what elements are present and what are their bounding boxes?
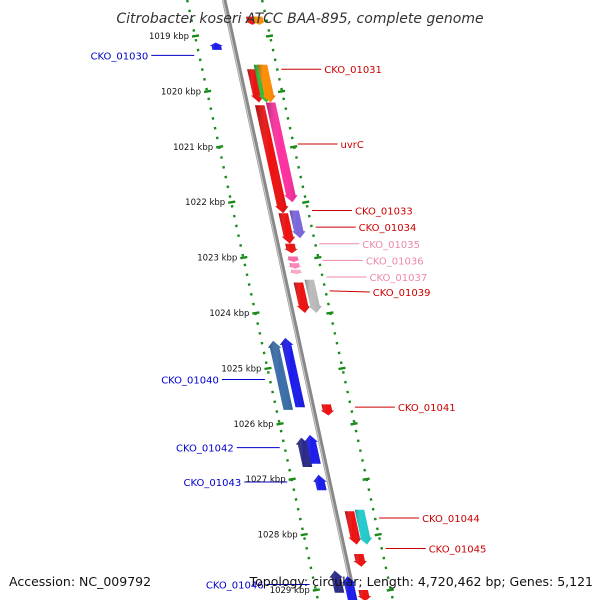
- ruler-tick-left: [215, 145, 224, 149]
- ruler-tick-right: [350, 422, 358, 426]
- gene-arrow-shading: [354, 509, 373, 545]
- gene-label[interactable]: CKO_01034: [359, 223, 417, 234]
- gene-arrow-shading: [304, 279, 322, 313]
- gene-labels: CKO_01031 uvrC CKO_01033 CKO_01034 CKO_01035…: [91, 51, 487, 591]
- gene-arrow-shading: [257, 64, 276, 103]
- ruler-tick-left: [264, 366, 272, 371]
- gene-arrow-shading: [304, 434, 321, 464]
- gene-arrow-shading: [320, 404, 335, 416]
- kbp-tick-label: 1025 kbp: [221, 364, 261, 374]
- kbp-tick-label: 1029 kbp: [270, 586, 310, 596]
- gene-arrow-shading: [286, 256, 301, 262]
- map-title: Citrobacter koseri ATCC BAA-895, complet…: [116, 11, 483, 27]
- label-leader-lines: [151, 54, 426, 585]
- ruler-tick-right: [302, 200, 310, 204]
- ruler-tick-right: [386, 588, 394, 592]
- ruler-tick-right: [289, 145, 298, 149]
- ruler-line-left: [185, 0, 320, 600]
- kbp-tick-label: 1024 kbp: [209, 309, 249, 319]
- gene-label[interactable]: uvrC: [341, 140, 364, 151]
- gene-arrow-shading: [284, 243, 298, 254]
- kbp-tick-label: 1027 kbp: [246, 475, 286, 485]
- gene-arrow-shading: [267, 340, 293, 410]
- gene-label[interactable]: CKO_01035: [362, 240, 420, 251]
- ruler-tick-left: [252, 311, 260, 315]
- gene-arrow-shading: [353, 554, 367, 567]
- gene-arrow-shading: [251, 16, 266, 25]
- leader-line: [329, 290, 370, 293]
- ruler-lines: [185, 0, 395, 600]
- ruler-tick-left: [203, 89, 212, 94]
- ruler-tick-left: [240, 255, 248, 260]
- kbp-tick-label: 1021 kbp: [173, 143, 213, 153]
- gene-label[interactable]: CKO_01030: [91, 51, 149, 62]
- gene-label[interactable]: CKO_01031: [324, 65, 382, 76]
- ruler-tick-left: [276, 422, 284, 426]
- ruler-tick-right: [314, 255, 322, 260]
- gene-features: [209, 16, 373, 600]
- gene-arrow-shading: [295, 437, 313, 467]
- ruler-tick-right: [326, 311, 334, 315]
- gene-label[interactable]: CKO_01041: [398, 403, 456, 414]
- gene-label[interactable]: CKO_01039: [373, 288, 431, 299]
- ruler-tick-left: [228, 200, 236, 204]
- ruler-line-right: [260, 0, 395, 600]
- backbone-line: [221, 0, 358, 600]
- gene-label[interactable]: CKO_01040: [161, 375, 219, 386]
- gene-arrow-shading: [293, 282, 311, 313]
- ruler-tick-right: [374, 532, 382, 537]
- gene-arrow-shading: [209, 42, 224, 50]
- gene-arrow-shading: [265, 102, 298, 203]
- gene-label[interactable]: CKO_01042: [176, 444, 234, 455]
- gene-arrow-shading: [329, 570, 345, 593]
- ruler-tick-right: [338, 366, 346, 371]
- ruler-tick-left: [288, 477, 296, 481]
- genome-summary-text: Topology: circular; Length: 4,720,462 bp…: [249, 574, 593, 589]
- gene-label[interactable]: CKO_01046: [206, 580, 264, 591]
- genome-backbone: [221, 0, 358, 600]
- gene-label[interactable]: CKO_01044: [422, 514, 480, 525]
- gene-arrow-shading: [278, 213, 296, 244]
- kbp-tick-label: 1022 kbp: [185, 198, 225, 208]
- gene-arrow-shading: [289, 210, 306, 239]
- kbp-tick-label: 1020 kbp: [161, 87, 201, 97]
- gene-label[interactable]: CKO_01036: [366, 256, 424, 267]
- kbp-tick-label: 1023 kbp: [197, 254, 237, 264]
- gene-arrow-shading: [255, 105, 289, 214]
- ruler-tick-right: [265, 34, 274, 38]
- kbp-tick-labels: 1019 kbp 1020 kbp 1021 kbp 1022 kbp 1023 kbp…: [149, 32, 310, 596]
- gene-arrow-shading: [313, 474, 327, 491]
- kbp-tick-label: 1026 kbp: [233, 420, 273, 430]
- gene-arrow-shading: [289, 269, 303, 275]
- ruler-tick-left: [300, 532, 308, 537]
- gene-label[interactable]: CKO_01045: [429, 544, 487, 555]
- ruler-tick-right: [362, 477, 370, 481]
- ruler-tick-right: [277, 89, 286, 94]
- kbp-tick-label: 1019 kbp: [149, 32, 189, 42]
- gene-label[interactable]: CKO_01037: [370, 273, 428, 284]
- gene-label[interactable]: CKO_01043: [184, 478, 242, 489]
- kbp-tick-label: 1028 kbp: [258, 531, 298, 541]
- ruler-tick-left: [191, 34, 200, 38]
- accession-text: Accession: NC_009792: [9, 574, 151, 589]
- backbone-highlight: [222, 0, 355, 600]
- gene-arrow-shading: [279, 337, 305, 408]
- gene-arrow-shading: [342, 576, 358, 600]
- gene-arrow-shading: [344, 511, 362, 545]
- gene-arrow-shading: [288, 263, 302, 269]
- ruler-tick-left: [312, 588, 320, 592]
- gene-arrow-shading: [357, 590, 372, 600]
- gene-label[interactable]: CKO_01033: [355, 207, 413, 218]
